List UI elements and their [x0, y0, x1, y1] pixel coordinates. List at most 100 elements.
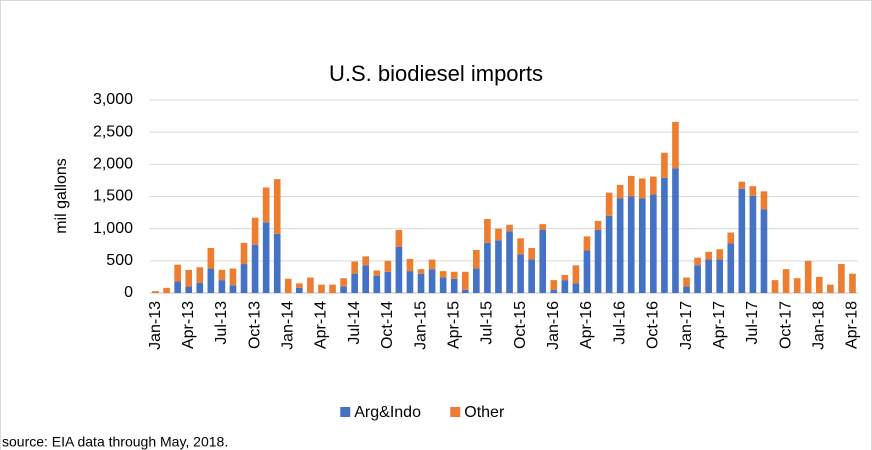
x-tick-label: Jul-13: [213, 301, 230, 345]
bar: [716, 249, 724, 260]
bar: [627, 196, 635, 293]
bar: [749, 186, 757, 196]
bar: [185, 269, 193, 287]
y-tick-label: 1,000: [93, 220, 133, 237]
bar: [351, 273, 358, 293]
bar: [218, 280, 226, 293]
bar: [163, 287, 170, 293]
bar: [484, 219, 491, 243]
x-tick-label: Jan-13: [147, 301, 164, 350]
bar: [627, 175, 635, 197]
y-axis-label: mil gallons: [53, 158, 70, 234]
bar: [450, 278, 458, 293]
bar: [517, 238, 524, 255]
bar: [683, 286, 690, 293]
bar: [528, 259, 535, 293]
bar: [196, 282, 204, 293]
bar: [384, 260, 392, 272]
x-tick-label: Jan-18: [811, 301, 828, 350]
bar: [384, 271, 392, 293]
bar: [340, 278, 347, 287]
bar: [362, 256, 370, 266]
y-tick-label: 1,500: [93, 188, 133, 205]
bar: [661, 177, 668, 293]
bar: [638, 198, 646, 293]
bar: [373, 275, 381, 293]
y-tick-label: 500: [106, 252, 133, 269]
legend-label: Other: [464, 404, 505, 421]
bar: [672, 121, 679, 169]
bar: [439, 271, 447, 278]
bar: [362, 265, 370, 293]
bar: [539, 224, 547, 230]
bar: [406, 271, 414, 293]
bar: [229, 268, 237, 286]
bar: [738, 188, 746, 293]
bar: [650, 194, 657, 293]
legend-label: Arg&Indo: [354, 404, 421, 421]
bar: [296, 287, 303, 293]
bar: [174, 264, 181, 282]
bar: [229, 285, 237, 293]
bar: [561, 274, 569, 281]
x-tick-label: Apr-16: [578, 301, 595, 349]
bar: [207, 268, 215, 293]
bar: [450, 271, 458, 279]
y-tick-label: 2,000: [93, 156, 133, 173]
bar: [240, 242, 248, 265]
bar: [251, 244, 259, 293]
bar: [605, 215, 613, 293]
y-tick-label: 2,500: [93, 123, 133, 140]
bar: [517, 254, 524, 293]
bar: [196, 267, 204, 283]
x-tick-label: Apr-13: [180, 301, 197, 349]
bar: [594, 220, 602, 230]
bar: [782, 269, 790, 293]
bar: [605, 192, 613, 216]
bar: [240, 264, 248, 293]
x-tick-label: Jan-14: [280, 301, 297, 350]
bar: [561, 280, 569, 293]
bar: [473, 268, 480, 293]
x-tick-label: Oct-17: [777, 301, 794, 349]
bar: [273, 233, 281, 293]
bar: [417, 273, 425, 293]
bar: [307, 277, 314, 293]
bar: [251, 217, 259, 245]
bar: [694, 257, 701, 266]
bar: [373, 270, 381, 276]
x-tick-label: Jul-16: [611, 301, 628, 345]
bar: [439, 277, 447, 293]
bar: [683, 277, 690, 287]
bar: [849, 273, 856, 293]
bar: [473, 249, 480, 269]
bar: [583, 236, 591, 251]
bar: [539, 229, 547, 293]
bar: [406, 258, 414, 272]
bar: [461, 271, 469, 290]
bar: [550, 280, 558, 290]
bar: [716, 259, 724, 293]
bar: [495, 240, 502, 293]
bar: [760, 191, 768, 210]
x-tick-label: Jul-14: [346, 301, 363, 345]
bar: [793, 278, 801, 293]
bar: [804, 260, 812, 293]
x-tick-label: Oct-13: [246, 301, 263, 349]
bar: [727, 232, 735, 244]
bar: [262, 187, 270, 223]
bar: [273, 179, 281, 234]
bar: [572, 265, 580, 284]
bar: [594, 229, 602, 293]
bar: [694, 265, 701, 293]
y-tick-label: 0: [124, 284, 133, 301]
bar: [428, 269, 436, 293]
bar: [417, 269, 425, 274]
bar: [506, 231, 513, 293]
bar: [296, 283, 303, 288]
bar: [351, 261, 358, 274]
bar: [395, 246, 403, 293]
bar: [528, 247, 535, 260]
bar: [174, 281, 181, 293]
